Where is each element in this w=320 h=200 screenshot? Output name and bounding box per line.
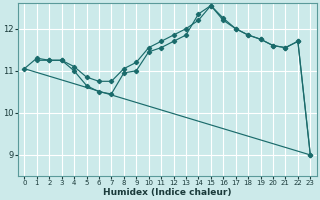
X-axis label: Humidex (Indice chaleur): Humidex (Indice chaleur) [103,188,232,197]
